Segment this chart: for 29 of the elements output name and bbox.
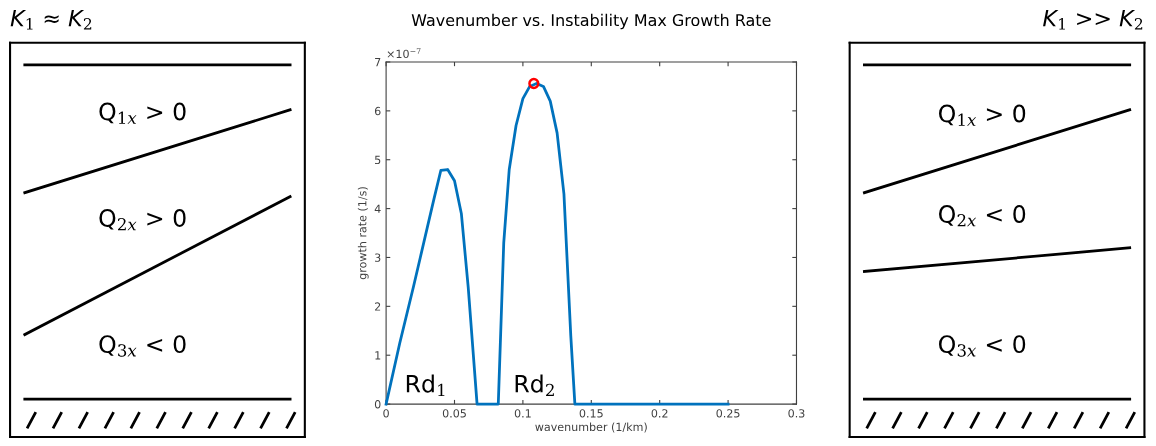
x-tick-label: 0.1 xyxy=(514,409,531,418)
y-tick-label: 2 xyxy=(374,302,381,311)
x-tick-label: 0.15 xyxy=(579,409,603,418)
y-tick-label: 0 xyxy=(374,400,381,409)
y-axis-title: growth rate (1/s) xyxy=(357,187,369,280)
y-tick-label: 1 xyxy=(375,351,381,360)
y-tick-label: 5 xyxy=(375,155,381,165)
x-axis-title: wavenumber (1/km) xyxy=(535,422,647,433)
text: Q$_{1x}$ > 0 xyxy=(99,102,186,124)
y-tick-label: 7 xyxy=(375,58,381,67)
text: ×10$^{−7}$ xyxy=(387,48,421,59)
text: K$_{1}$ ≈ K$_{2}$ xyxy=(10,9,92,30)
text: Q$_{2x}$ > 0 xyxy=(99,209,186,231)
text: Q$_{3x}$ < 0 xyxy=(939,335,1026,357)
chart-title: Wavenumber vs. Instability Max Growth Rate xyxy=(411,13,771,30)
x-tick-label: 0.05 xyxy=(442,409,466,418)
y-tick-label: 3 xyxy=(375,253,381,262)
annotation: Rd$_{2}$ xyxy=(515,374,554,396)
text: Q$_{1x}$ > 0 xyxy=(939,104,1026,126)
x-tick-label: 0.25 xyxy=(716,409,740,418)
x-tick-label: 0 xyxy=(383,409,389,418)
x-tick-label: 0.3 xyxy=(788,409,805,418)
y-tick-label: 6 xyxy=(374,106,381,116)
text: Q$_{2x}$ < 0 xyxy=(939,205,1026,227)
text: Q$_{3x}$ < 0 xyxy=(99,335,186,357)
x-tick-label: 0.2 xyxy=(651,409,668,418)
y-tick-label: 4 xyxy=(374,204,381,213)
text: K$_{1}$ >> K$_{2}$ xyxy=(1043,9,1143,30)
annotation: Rd$_{1}$ xyxy=(406,374,445,396)
